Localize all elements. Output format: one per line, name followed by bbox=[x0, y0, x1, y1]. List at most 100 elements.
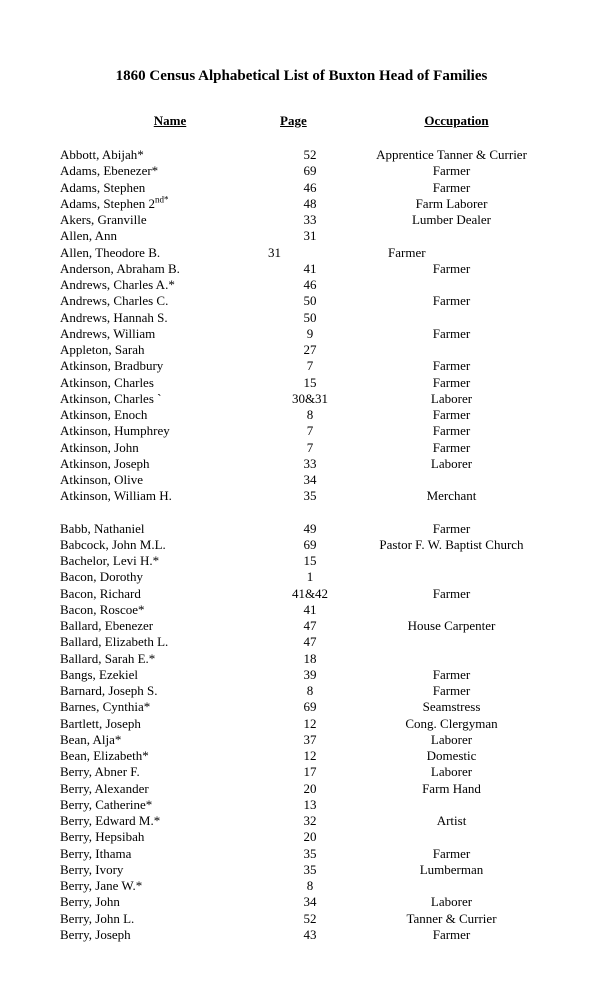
cell-page: 7 bbox=[260, 358, 360, 374]
cell-occupation: Tanner & Currier bbox=[360, 911, 543, 927]
cell-occupation: Farmer bbox=[360, 293, 543, 309]
cell-page: 7 bbox=[260, 440, 360, 456]
cell-page: 15 bbox=[260, 375, 360, 391]
cell-name: Ballard, Sarah E.* bbox=[60, 651, 260, 667]
cell-occupation: Farmer bbox=[360, 927, 543, 943]
cell-occupation: Merchant bbox=[360, 488, 543, 504]
cell-page: 52 bbox=[260, 147, 360, 163]
cell-occupation: Laborer bbox=[360, 732, 543, 748]
census-row: Andrews, Charles A.*46 bbox=[60, 277, 543, 293]
cell-page: 15 bbox=[260, 553, 360, 569]
cell-occupation bbox=[360, 797, 543, 813]
page-title: 1860 Census Alphabetical List of Buxton … bbox=[60, 68, 543, 85]
cell-page: 13 bbox=[260, 797, 360, 813]
cell-occupation: Lumber Dealer bbox=[360, 212, 543, 228]
cell-name: Andrews, Hannah S. bbox=[60, 310, 260, 326]
cell-occupation bbox=[360, 634, 543, 650]
census-row: Berry, John34Laborer bbox=[60, 894, 543, 910]
cell-page: 8 bbox=[260, 407, 360, 423]
cell-occupation: Farmer bbox=[360, 667, 543, 683]
census-row: Bartlett, Joseph12Cong. Clergyman bbox=[60, 716, 543, 732]
cell-name: Berry, Ithama bbox=[60, 846, 260, 862]
cell-occupation: House Carpenter bbox=[360, 618, 543, 634]
cell-page: 8 bbox=[260, 878, 360, 894]
cell-occupation: Laborer bbox=[360, 391, 543, 407]
census-row: Atkinson, Humphrey7Farmer bbox=[60, 423, 543, 439]
census-row: Atkinson, Charles15Farmer bbox=[60, 375, 543, 391]
cell-occupation: Seamstress bbox=[360, 699, 543, 715]
cell-occupation bbox=[360, 878, 543, 894]
cell-name: Bean, Alja* bbox=[60, 732, 260, 748]
census-row: Andrews, Charles C.50Farmer bbox=[60, 293, 543, 309]
cell-page: 49 bbox=[260, 521, 360, 537]
cell-name: Atkinson, Humphrey bbox=[60, 423, 260, 439]
cell-page: 35 bbox=[260, 862, 360, 878]
cell-page: 1 bbox=[260, 569, 360, 585]
cell-page: 37 bbox=[260, 732, 360, 748]
cell-occupation: Laborer bbox=[360, 764, 543, 780]
cell-page: 8 bbox=[260, 683, 360, 699]
cell-name: Berry, Jane W.* bbox=[60, 878, 260, 894]
cell-occupation: Farmer bbox=[360, 586, 543, 602]
census-row: Atkinson, Enoch8Farmer bbox=[60, 407, 543, 423]
census-row: Berry, John L.52Tanner & Currier bbox=[60, 911, 543, 927]
census-row: Atkinson, Olive34 bbox=[60, 472, 543, 488]
census-row: Andrews, William9Farmer bbox=[60, 326, 543, 342]
cell-name: Berry, Abner F. bbox=[60, 764, 260, 780]
cell-occupation: Laborer bbox=[360, 894, 543, 910]
census-row: Anderson, Abraham B.41Farmer bbox=[60, 261, 543, 277]
cell-page: 34 bbox=[260, 894, 360, 910]
census-row: Atkinson, William H.35Merchant bbox=[60, 488, 543, 504]
cell-page: 52 bbox=[260, 911, 360, 927]
cell-page: 69 bbox=[260, 699, 360, 715]
cell-page: 27 bbox=[260, 342, 360, 358]
cell-page: 50 bbox=[260, 310, 360, 326]
census-row: Babcock, John M.L.69Pastor F. W. Baptist… bbox=[60, 537, 543, 553]
cell-occupation bbox=[360, 310, 543, 326]
census-row: Abbott, Abijah*52Apprentice Tanner & Cur… bbox=[60, 147, 543, 163]
census-row: Andrews, Hannah S.50 bbox=[60, 310, 543, 326]
cell-occupation: Farmer bbox=[360, 407, 543, 423]
cell-occupation: Lumberman bbox=[360, 862, 543, 878]
cell-name: Atkinson, William H. bbox=[60, 488, 260, 504]
cell-occupation bbox=[360, 228, 543, 244]
cell-name: Appleton, Sarah bbox=[60, 342, 260, 358]
census-row: Bacon, Dorothy1 bbox=[60, 569, 543, 585]
header-occupation: Occupation bbox=[370, 113, 543, 129]
cell-name: Berry, Hepsibah bbox=[60, 829, 260, 845]
cell-name: Adams, Stephen 2nd* bbox=[60, 196, 260, 212]
cell-occupation: Farmer bbox=[360, 521, 543, 537]
cell-name: Atkinson, Charles ` bbox=[60, 391, 260, 407]
cell-name: Atkinson, Joseph bbox=[60, 456, 260, 472]
cell-occupation: Laborer bbox=[360, 456, 543, 472]
cell-name: Bartlett, Joseph bbox=[60, 716, 260, 732]
cell-name: Bacon, Roscoe* bbox=[60, 602, 260, 618]
cell-occupation: Domestic bbox=[360, 748, 543, 764]
cell-occupation bbox=[360, 569, 543, 585]
census-row: Ballard, Sarah E.*18 bbox=[60, 651, 543, 667]
cell-page: 34 bbox=[260, 472, 360, 488]
cell-occupation: Farmer bbox=[360, 180, 543, 196]
cell-page: 35 bbox=[260, 846, 360, 862]
cell-name: Adams, Stephen bbox=[60, 180, 260, 196]
cell-page: 41 bbox=[260, 602, 360, 618]
cell-name: Barnard, Joseph S. bbox=[60, 683, 260, 699]
cell-occupation: Farmer bbox=[360, 163, 543, 179]
census-row: Berry, Alexander20Farm Hand bbox=[60, 781, 543, 797]
census-row: Atkinson, John7Farmer bbox=[60, 440, 543, 456]
cell-name: Babcock, John M.L. bbox=[60, 537, 260, 553]
census-row: Babb, Nathaniel49Farmer bbox=[60, 521, 543, 537]
cell-name: Adams, Ebenezer* bbox=[60, 163, 260, 179]
cell-name: Berry, Catherine* bbox=[60, 797, 260, 813]
cell-occupation: Farmer bbox=[360, 440, 543, 456]
cell-occupation bbox=[360, 342, 543, 358]
cell-page: 18 bbox=[260, 651, 360, 667]
census-row: Berry, Catherine*13 bbox=[60, 797, 543, 813]
cell-occupation: Farmer bbox=[360, 375, 543, 391]
cell-occupation: Farmer bbox=[360, 846, 543, 862]
cell-page: 47 bbox=[260, 618, 360, 634]
census-row: Atkinson, Joseph33Laborer bbox=[60, 456, 543, 472]
cell-name: Ballard, Ebenezer bbox=[60, 618, 260, 634]
cell-page: 30&31 bbox=[260, 391, 360, 407]
cell-page: 43 bbox=[260, 927, 360, 943]
